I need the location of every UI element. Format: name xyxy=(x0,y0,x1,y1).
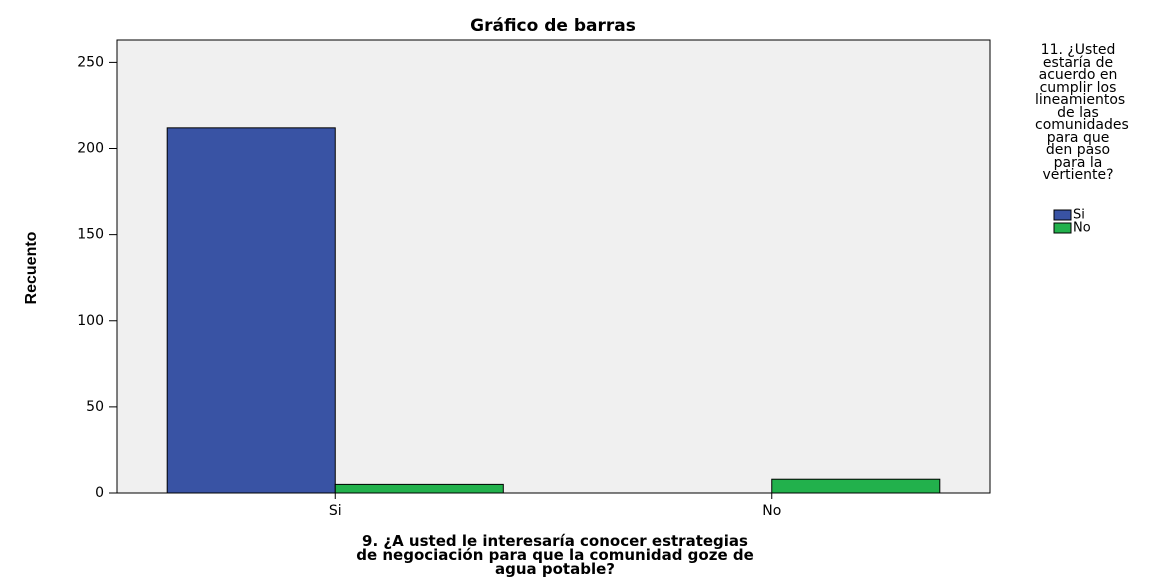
x-tick-label: No xyxy=(762,503,781,519)
bar xyxy=(334,483,504,494)
bar xyxy=(166,127,336,494)
y-axis-label: Recuento xyxy=(23,231,40,304)
y-tick-label: 150 xyxy=(77,227,104,243)
legend-swatch xyxy=(1053,209,1072,221)
x-tick-label: Si xyxy=(329,503,342,519)
y-tick-label: 100 xyxy=(77,313,104,329)
y-tick-label: 250 xyxy=(77,54,104,70)
y-tick-label: 50 xyxy=(86,399,104,415)
legend-swatch xyxy=(1053,222,1072,234)
legend-label: No xyxy=(1073,221,1091,236)
legend-title: 11. ¿Usted estaría de acuerdo en cumplir… xyxy=(1035,42,1129,183)
chart-title: Gráfico de barras xyxy=(470,16,636,36)
bar xyxy=(771,478,941,494)
x-axis-label: 9. ¿A usted le interesaría conocer estra… xyxy=(356,532,754,578)
legend-label: Si xyxy=(1073,208,1085,223)
y-tick-label: 0 xyxy=(95,485,104,501)
y-tick-label: 200 xyxy=(77,141,104,157)
